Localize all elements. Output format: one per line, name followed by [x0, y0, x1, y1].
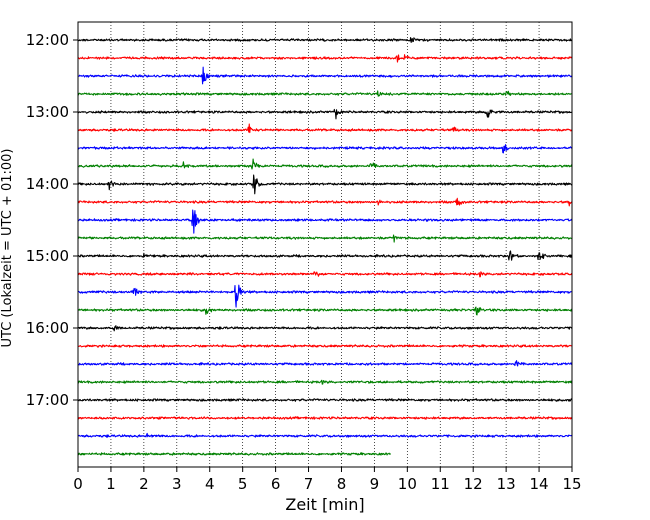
y-tick-label: 15:00	[26, 247, 69, 265]
trace-line	[77, 108, 573, 120]
x-tick-label: 0	[73, 475, 83, 493]
trace-line	[77, 209, 573, 234]
x-tick-label: 13	[497, 475, 516, 493]
trace-line	[77, 123, 573, 134]
trace-line	[77, 452, 391, 456]
trace-line	[77, 344, 573, 348]
trace-line	[77, 90, 573, 97]
x-tick-label: 1	[106, 475, 116, 493]
x-tick-label: 10	[398, 475, 417, 493]
x-tick-label: 11	[431, 475, 450, 493]
x-tick-label: 5	[238, 475, 248, 493]
y-tick-label: 13:00	[26, 103, 69, 121]
trace-line	[77, 284, 573, 308]
y-tick-label: 12:00	[26, 31, 69, 49]
y-axis-ticks: 12:00 13:00 14:00 15:00 16:00 17:00	[26, 31, 78, 409]
x-tick-label: 15	[562, 475, 581, 493]
trace-line	[77, 432, 573, 438]
trace-line	[77, 66, 573, 85]
x-tick-label: 7	[304, 475, 314, 493]
y-axis-label: UTC (Lokalzeit = UTC + 01:00)	[0, 149, 15, 348]
y-tick-label: 17:00	[26, 391, 69, 409]
x-tick-label: 6	[271, 475, 281, 493]
trace-line	[77, 416, 573, 420]
trace-line	[77, 158, 573, 170]
trace-line	[77, 197, 573, 207]
trace-line	[77, 37, 573, 43]
plot-frame	[77, 21, 573, 468]
x-tick-label: 2	[139, 475, 149, 493]
x-tick-label: 8	[337, 475, 347, 493]
x-tick-label: 3	[172, 475, 182, 493]
x-axis-ticks: 0 1 2 3 4 5 6 7 8 9 10 11 12 13 14 15	[73, 467, 582, 493]
trace-line	[77, 174, 573, 195]
x-tick-label: 4	[205, 475, 215, 493]
trace-line	[77, 271, 573, 278]
trace-line	[77, 379, 573, 385]
x-tick-label: 9	[370, 475, 380, 493]
y-tick-label: 16:00	[26, 319, 69, 337]
trace-line	[77, 250, 573, 261]
x-tick-label: 12	[464, 475, 483, 493]
y-tick-label: 14:00	[26, 175, 69, 193]
x-axis-label: Zeit [min]	[285, 495, 364, 514]
trace-line	[77, 144, 573, 154]
trace-line	[77, 306, 573, 316]
trace-line	[77, 234, 573, 243]
trace-line	[77, 54, 573, 63]
trace-line	[77, 325, 573, 332]
seismogram-traces	[77, 37, 573, 456]
vertical-grid	[110, 22, 540, 467]
trace-line	[77, 398, 573, 402]
x-tick-label: 14	[530, 475, 549, 493]
trace-line	[77, 360, 573, 367]
